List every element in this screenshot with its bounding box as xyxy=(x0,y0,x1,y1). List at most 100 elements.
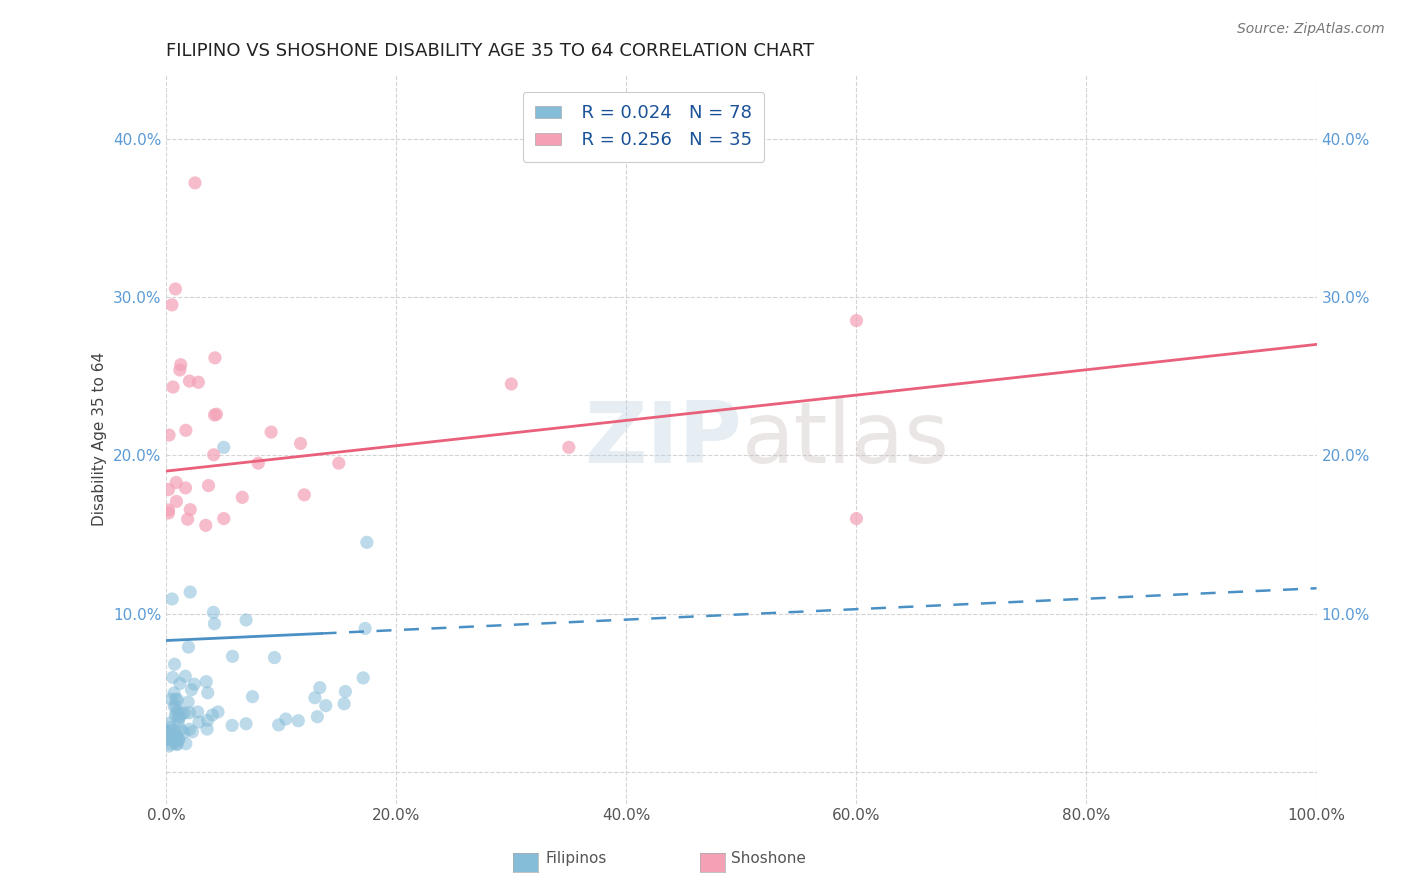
Point xyxy=(179,502,201,516)
Point xyxy=(354,622,377,636)
Text: atlas: atlas xyxy=(741,398,949,481)
Text: ZIP: ZIP xyxy=(583,398,741,481)
Text: Filipinos: Filipinos xyxy=(546,851,607,865)
Point xyxy=(179,723,201,737)
Point xyxy=(159,731,181,746)
Point xyxy=(197,686,219,700)
Point xyxy=(160,737,183,751)
Point xyxy=(156,724,179,739)
Point xyxy=(159,692,181,706)
Point xyxy=(165,494,187,508)
Point xyxy=(165,735,187,749)
Point xyxy=(197,478,219,492)
Point xyxy=(167,704,190,718)
Point xyxy=(163,657,186,672)
Point xyxy=(174,481,197,495)
Point xyxy=(304,690,326,705)
Point xyxy=(163,686,186,700)
Point xyxy=(235,716,257,731)
Point xyxy=(177,640,200,654)
Point xyxy=(184,176,207,190)
Point xyxy=(156,725,179,739)
Point xyxy=(179,585,201,599)
Point xyxy=(157,739,180,753)
Point xyxy=(287,714,309,728)
Point xyxy=(162,670,184,684)
Point xyxy=(260,425,283,439)
Point xyxy=(167,733,190,747)
Point xyxy=(166,738,188,752)
Point xyxy=(167,732,190,747)
Point xyxy=(170,723,193,737)
Point xyxy=(212,440,235,454)
Point xyxy=(187,376,209,390)
Point xyxy=(267,718,290,732)
Point xyxy=(179,706,201,720)
Point xyxy=(290,436,312,450)
Point xyxy=(181,724,204,739)
Point xyxy=(156,723,179,738)
Point xyxy=(188,714,211,729)
Point xyxy=(335,684,357,698)
Point xyxy=(221,649,243,664)
Point xyxy=(231,491,253,505)
Point xyxy=(197,714,219,728)
Point xyxy=(195,722,218,736)
Point xyxy=(166,730,188,744)
Point xyxy=(165,692,187,706)
Point xyxy=(183,677,205,691)
Point xyxy=(162,380,184,394)
Point xyxy=(169,676,191,690)
Point xyxy=(160,592,183,607)
Text: FILIPINO VS SHOSHONE DISABILITY AGE 35 TO 64 CORRELATION CHART: FILIPINO VS SHOSHONE DISABILITY AGE 35 T… xyxy=(166,42,814,60)
Point xyxy=(163,727,186,741)
Point xyxy=(157,428,180,442)
Point xyxy=(163,723,186,737)
Point xyxy=(247,456,270,470)
Legend:   R = 0.024   N = 78,   R = 0.256   N = 35: R = 0.024 N = 78, R = 0.256 N = 35 xyxy=(523,92,765,161)
Point xyxy=(352,671,374,685)
Point xyxy=(204,616,226,631)
Point xyxy=(174,669,197,683)
Point xyxy=(167,714,190,729)
Point xyxy=(845,511,868,525)
Point xyxy=(235,613,257,627)
Point xyxy=(165,708,187,723)
Point xyxy=(195,674,218,689)
Point xyxy=(207,705,229,719)
Point xyxy=(176,512,198,526)
Point xyxy=(202,448,225,462)
Point xyxy=(173,706,195,720)
Point xyxy=(157,506,180,520)
Point xyxy=(558,440,581,454)
Point xyxy=(315,698,337,713)
Point xyxy=(172,706,194,721)
Point xyxy=(165,706,187,720)
Point xyxy=(156,732,179,747)
Point xyxy=(204,351,226,365)
Point xyxy=(165,699,187,714)
Point xyxy=(163,699,186,714)
Point xyxy=(201,708,224,723)
Point xyxy=(204,408,226,422)
Point xyxy=(179,374,201,388)
Text: Source: ZipAtlas.com: Source: ZipAtlas.com xyxy=(1237,22,1385,37)
Point xyxy=(160,732,183,747)
Point xyxy=(356,535,378,549)
Point xyxy=(180,682,202,697)
Point xyxy=(187,705,209,719)
Point xyxy=(328,456,350,470)
Point xyxy=(169,363,191,377)
Point xyxy=(166,728,188,742)
Point xyxy=(242,690,264,704)
Point xyxy=(845,313,868,327)
Point xyxy=(165,282,187,296)
Point xyxy=(169,710,191,724)
Point xyxy=(333,697,356,711)
Point xyxy=(205,407,228,421)
Text: Shoshone: Shoshone xyxy=(731,851,806,865)
Point xyxy=(159,715,181,730)
Point xyxy=(292,488,315,502)
Point xyxy=(177,695,200,709)
Point xyxy=(212,511,235,525)
